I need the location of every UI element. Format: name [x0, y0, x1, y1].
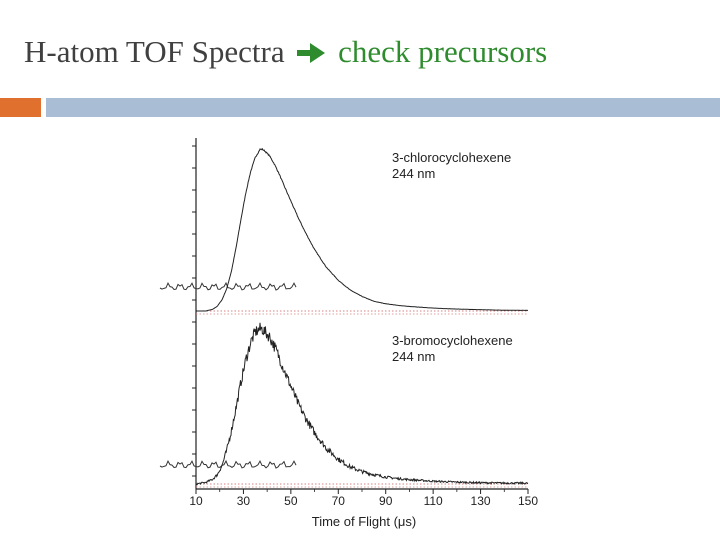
chart-axes [192, 138, 529, 494]
series-wavelength-0: 244 nm [392, 166, 435, 181]
accent-bar-blue [46, 98, 720, 117]
inset-trace-1 [159, 459, 297, 469]
title-text: H-atom TOF Spectra [24, 34, 285, 69]
chart-inset-traces [159, 281, 297, 469]
x-tick-label: 30 [237, 494, 251, 508]
inset-trace-0 [159, 281, 297, 291]
title-accent-text: check precursors [338, 34, 548, 69]
x-tick-label: 70 [332, 494, 346, 508]
series-line-0 [195, 147, 529, 312]
x-tick-label: 90 [379, 494, 393, 508]
x-tick-label: 50 [284, 494, 298, 508]
series-line-1 [195, 322, 529, 486]
accent-bar-orange [0, 98, 41, 117]
x-tick-label: 150 [518, 494, 538, 508]
chart-series [195, 147, 529, 486]
x-axis-label: Time of Flight (μs) [312, 514, 417, 529]
series-wavelength-1: 244 nm [392, 349, 435, 364]
chart-labels: 10 30 50 70 90 110 130 150 Time of Flight (μs) 3-… [189, 150, 538, 529]
series-label-1: 3-bromocyclohexene [392, 333, 513, 348]
x-tick-label: 110 [424, 494, 443, 508]
series-label-0: 3-chlorocyclohexene [392, 150, 511, 165]
x-tick-label: 130 [471, 494, 491, 508]
x-tick-label: 10 [189, 494, 203, 508]
right-arrow-icon [297, 43, 326, 63]
slide-title: H-atom TOF Spectra check precursors [24, 34, 547, 70]
